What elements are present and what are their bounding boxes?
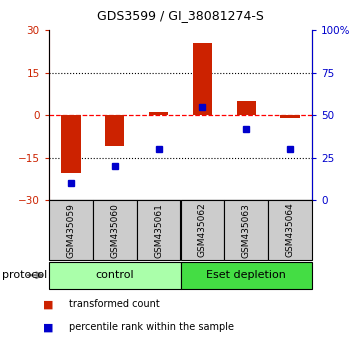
Bar — [180, 262, 312, 289]
Bar — [236, 101, 256, 115]
Bar — [49, 200, 93, 260]
Text: control: control — [95, 270, 134, 280]
Text: percentile rank within the sample: percentile rank within the sample — [69, 322, 234, 332]
Text: GSM435060: GSM435060 — [110, 202, 119, 258]
Text: GSM435062: GSM435062 — [198, 203, 207, 257]
Bar — [280, 115, 300, 118]
Text: GSM435061: GSM435061 — [154, 202, 163, 258]
Text: protocol: protocol — [2, 270, 47, 280]
Text: ■: ■ — [43, 322, 54, 332]
Text: GSM435064: GSM435064 — [286, 203, 295, 257]
Text: GSM435063: GSM435063 — [242, 202, 251, 258]
Bar — [180, 200, 225, 260]
Bar — [225, 200, 268, 260]
Text: ■: ■ — [43, 299, 54, 309]
Text: GSM435059: GSM435059 — [66, 202, 75, 258]
Text: GDS3599 / GI_38081274-S: GDS3599 / GI_38081274-S — [97, 9, 264, 22]
Bar — [192, 43, 212, 115]
Bar — [268, 200, 312, 260]
Bar — [149, 112, 169, 115]
Text: transformed count: transformed count — [69, 299, 159, 309]
Text: Eset depletion: Eset depletion — [206, 270, 286, 280]
Bar — [49, 262, 180, 289]
Bar — [61, 115, 81, 173]
Bar — [93, 200, 136, 260]
Bar — [105, 115, 125, 146]
Bar — [136, 200, 180, 260]
